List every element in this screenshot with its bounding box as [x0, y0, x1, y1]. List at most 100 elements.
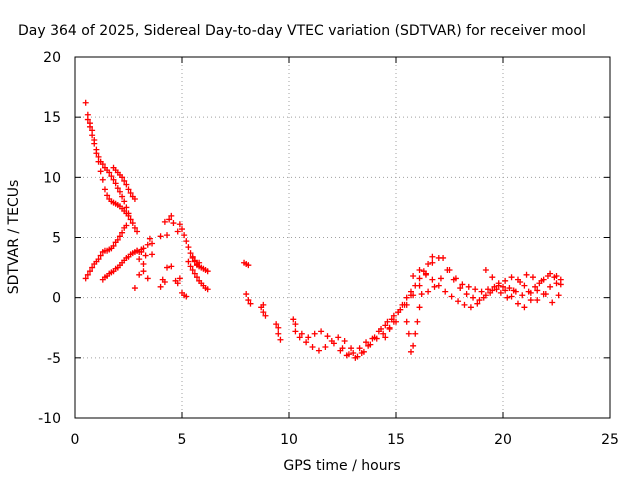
data-point [134, 228, 141, 235]
data-point [277, 336, 284, 343]
data-point [119, 229, 126, 236]
data-point [116, 188, 123, 195]
data-point [305, 334, 312, 341]
data-point [521, 304, 528, 311]
data-point [517, 279, 524, 286]
chart-title: Day 364 of 2025, Sidereal Day-to-day VTE… [18, 23, 586, 39]
data-point [339, 345, 346, 352]
x-tick-label: 10 [280, 432, 298, 448]
data-point [523, 271, 530, 278]
data-point [114, 236, 121, 243]
data-point [455, 298, 462, 305]
data-point [335, 334, 342, 341]
data-point [89, 132, 96, 139]
data-point [536, 280, 543, 287]
data-point [138, 248, 145, 255]
data-point [191, 270, 198, 277]
data-point [170, 220, 177, 227]
data-point [386, 325, 393, 332]
data-point [472, 286, 479, 293]
data-point [95, 158, 102, 165]
data-point [502, 287, 509, 294]
data-point [384, 318, 391, 325]
x-tick-label: 25 [601, 432, 619, 448]
data-point [478, 288, 485, 295]
plot-frame [74, 56, 611, 419]
data-point [292, 321, 299, 328]
data-point [247, 300, 254, 307]
data-point [187, 250, 194, 257]
data-point [407, 348, 414, 355]
data-point [497, 289, 504, 296]
data-point [440, 254, 447, 261]
series-track-9 [296, 318, 399, 360]
data-point [410, 342, 417, 349]
data-point [508, 293, 515, 300]
data-point [318, 328, 325, 335]
data-point [149, 251, 156, 258]
data-point [119, 193, 126, 200]
data-point [161, 279, 168, 286]
x-axis-title: GPS time / hours [283, 458, 400, 474]
y-tick-label: 0 [52, 291, 61, 307]
data-point [273, 321, 280, 328]
data-point [123, 204, 130, 211]
data-point [93, 150, 100, 157]
data-point [435, 282, 442, 289]
data-point [123, 181, 130, 188]
series-track-11 [382, 253, 436, 341]
data-point [131, 285, 138, 292]
data-point [549, 299, 556, 306]
grid-layer [75, 57, 610, 418]
data-point [414, 318, 421, 325]
data-point [542, 291, 549, 298]
data-point [382, 322, 389, 329]
data-point [371, 334, 378, 341]
data-point [412, 282, 419, 289]
data-point [95, 256, 102, 263]
data-point [485, 286, 492, 293]
data-point [290, 316, 297, 323]
data-point [119, 174, 126, 181]
series-track-15 [440, 254, 562, 306]
data-point [452, 275, 459, 282]
data-point [416, 266, 423, 273]
data-point [157, 233, 164, 240]
data-point [442, 288, 449, 295]
series-track-10 [339, 254, 442, 361]
data-point [131, 195, 138, 202]
data-point [470, 294, 477, 301]
data-point [311, 330, 318, 337]
data-point [125, 186, 132, 193]
data-point [275, 324, 282, 331]
data-point [174, 228, 181, 235]
data-point [532, 283, 539, 290]
x-tick-label: 15 [387, 432, 405, 448]
data-point [356, 345, 363, 352]
data-point [465, 283, 472, 290]
data-point [534, 297, 541, 304]
data-point [189, 253, 196, 260]
series-scatter-mid-early [174, 253, 203, 300]
data-point [352, 354, 359, 361]
data-point [260, 301, 267, 308]
data-point [341, 337, 348, 344]
data-point [553, 273, 560, 280]
x-tick-label: 5 [178, 432, 187, 448]
data-point [315, 347, 322, 354]
data-point [416, 304, 423, 311]
data-point [378, 325, 385, 332]
data-point [86, 123, 93, 130]
data-point [181, 232, 188, 239]
data-point [474, 300, 481, 307]
data-point [243, 291, 250, 298]
data-point [204, 286, 211, 293]
y-tick-label: 15 [43, 110, 61, 126]
data-point [553, 280, 560, 287]
data-point [482, 292, 489, 299]
data-point [557, 281, 564, 288]
data-point [164, 264, 171, 271]
data-point [489, 287, 496, 294]
data-point [99, 176, 106, 183]
data-point [196, 259, 203, 266]
